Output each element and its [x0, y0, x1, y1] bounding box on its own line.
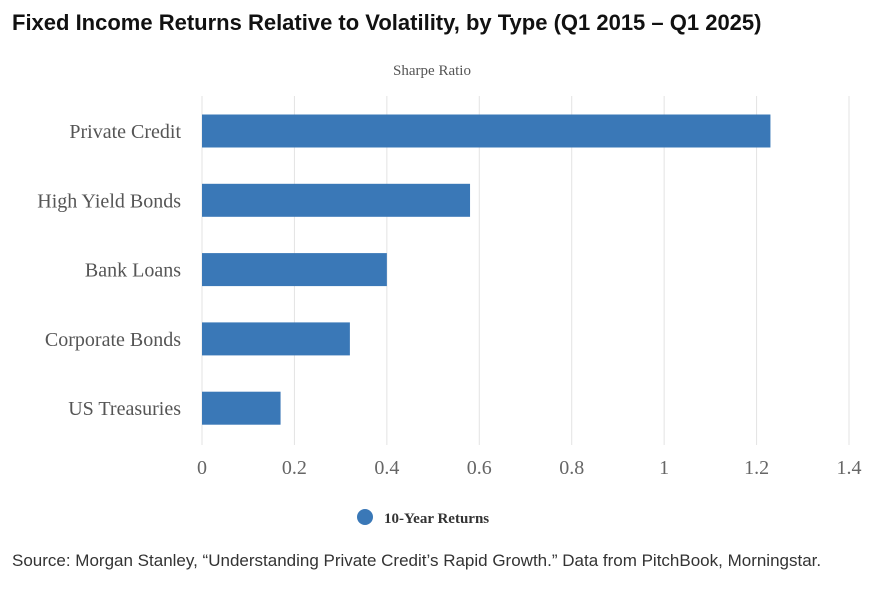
category-label: High Yield Bonds [37, 190, 181, 212]
x-tick-label: 1.4 [837, 457, 862, 479]
bar-bank-loans [202, 253, 387, 287]
legend-marker [357, 509, 373, 525]
x-tick-label: 0 [197, 457, 207, 479]
x-tick-label: 0.4 [374, 457, 399, 479]
bar-high-yield-bonds [202, 183, 471, 217]
bar-private-credit [202, 114, 771, 148]
x-tick-label: 0.2 [282, 457, 307, 479]
category-label: US Treasuries [68, 398, 181, 420]
category-label: Private Credit [69, 121, 181, 143]
page-title: Fixed Income Returns Relative to Volatil… [12, 10, 762, 35]
x-tick-labels: 0 0.2 0.4 0.6 0.8 1 1.2 1.4 [197, 457, 862, 479]
x-tick-label: 0.8 [559, 457, 584, 479]
chart-title: Sharpe Ratio [393, 63, 471, 79]
x-tick-label: 0.6 [467, 457, 492, 479]
source-note: Source: Morgan Stanley, “Understanding P… [12, 551, 822, 570]
category-label: Bank Loans [85, 260, 181, 282]
bar-us-treasuries [202, 391, 281, 425]
bar-corporate-bonds [202, 322, 350, 356]
category-labels: Private Credit High Yield Bonds Bank Loans… [37, 121, 181, 420]
x-tick-label: 1.2 [744, 457, 769, 479]
legend-label: 10-Year Returns [384, 511, 489, 527]
legend: 10-Year Returns [357, 509, 489, 527]
x-tick-label: 1 [659, 457, 669, 479]
bars [202, 114, 771, 425]
category-label: Corporate Bonds [45, 329, 181, 351]
